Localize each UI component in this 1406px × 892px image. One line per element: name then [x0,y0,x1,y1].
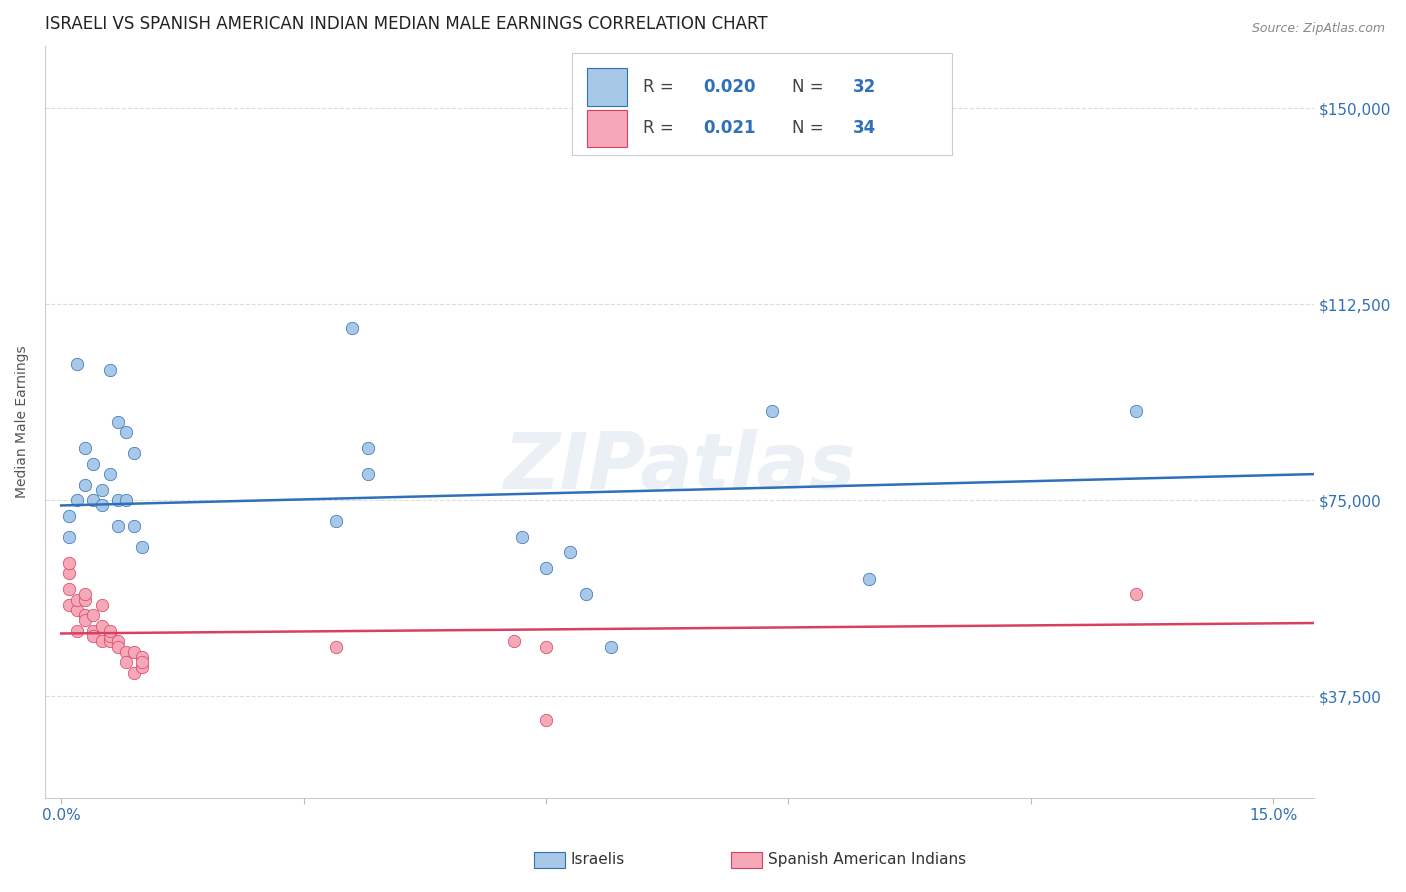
Text: 0.021: 0.021 [703,120,756,137]
Spanish American Indians [66,592,89,607]
Spanish American Indians [325,640,347,654]
Spanish American Indians [82,629,104,643]
Spanish American Indians [75,614,97,628]
FancyBboxPatch shape [586,69,627,106]
Israelis [1125,404,1147,418]
FancyBboxPatch shape [586,110,627,147]
Israelis [107,519,129,533]
Israelis [534,561,557,575]
Spanish American Indians [75,608,97,623]
Israelis [122,519,145,533]
Spanish American Indians [58,598,80,612]
Israelis [90,499,112,513]
Spanish American Indians [107,640,129,654]
Israelis [82,457,104,471]
Text: Source: ZipAtlas.com: Source: ZipAtlas.com [1251,22,1385,36]
Spanish American Indians [131,660,153,674]
Israelis [575,587,598,601]
Israelis [122,446,145,460]
Israelis [58,530,80,544]
Israelis [340,321,363,335]
Israelis [357,467,380,482]
Spanish American Indians [90,634,112,648]
Text: Israelis: Israelis [571,853,626,867]
Spanish American Indians [534,713,557,727]
Israelis [114,425,136,440]
Israelis [131,541,153,555]
Y-axis label: Median Male Earnings: Median Male Earnings [15,345,30,498]
Israelis [82,493,104,508]
Israelis [98,467,121,482]
Spanish American Indians [98,634,121,648]
Text: 32: 32 [853,78,876,96]
Spanish American Indians [58,582,80,596]
Israelis [98,362,121,376]
Spanish American Indians [90,618,112,632]
Israelis [107,415,129,429]
Spanish American Indians [75,592,97,607]
Text: N =: N = [793,78,830,96]
Israelis [325,514,347,528]
Text: 34: 34 [853,120,876,137]
Spanish American Indians [98,629,121,643]
Spanish American Indians [114,655,136,669]
Text: 0.020: 0.020 [703,78,756,96]
Spanish American Indians [534,640,557,654]
Spanish American Indians [98,624,121,638]
Israelis [58,508,80,523]
Spanish American Indians [66,603,89,617]
Israelis [560,545,582,559]
Bar [534,852,565,868]
Israelis [510,530,533,544]
Israelis [66,358,89,372]
Text: ZIPatlas: ZIPatlas [503,429,855,505]
Israelis [75,477,97,491]
Spanish American Indians [122,645,145,659]
Spanish American Indians [58,556,80,570]
Bar [731,852,762,868]
Spanish American Indians [502,634,524,648]
Israelis [90,483,112,497]
Spanish American Indians [66,624,89,638]
Spanish American Indians [131,650,153,665]
Spanish American Indians [1125,587,1147,601]
Spanish American Indians [114,645,136,659]
Text: N =: N = [793,120,830,137]
Israelis [858,572,880,586]
Spanish American Indians [82,608,104,623]
Israelis [761,404,783,418]
Spanish American Indians [75,587,97,601]
Israelis [66,493,89,508]
Text: ISRAELI VS SPANISH AMERICAN INDIAN MEDIAN MALE EARNINGS CORRELATION CHART: ISRAELI VS SPANISH AMERICAN INDIAN MEDIA… [45,15,768,33]
Israelis [599,640,621,654]
Spanish American Indians [58,566,80,581]
Spanish American Indians [107,634,129,648]
Spanish American Indians [122,665,145,680]
Israelis [75,441,97,455]
Text: Spanish American Indians: Spanish American Indians [768,853,966,867]
Spanish American Indians [82,624,104,638]
Israelis [357,441,380,455]
Spanish American Indians [131,655,153,669]
Text: R =: R = [643,120,679,137]
FancyBboxPatch shape [571,54,952,155]
Text: R =: R = [643,78,679,96]
Israelis [114,493,136,508]
Israelis [107,493,129,508]
Spanish American Indians [90,598,112,612]
